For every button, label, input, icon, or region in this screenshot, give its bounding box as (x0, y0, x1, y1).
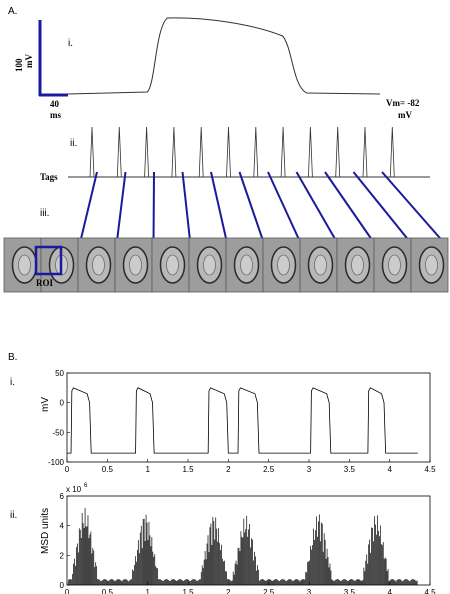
y-tick-label: 6 (60, 492, 65, 501)
tag-spike (89, 126, 95, 178)
time-scale-unit: ms (50, 110, 61, 120)
image-frame (262, 237, 301, 293)
y-tick-label: 4 (60, 522, 65, 531)
tag-spike (198, 126, 204, 178)
resting-potential-label: Vm= -82 (386, 98, 420, 108)
panel-a-ii-label: ii. (70, 138, 77, 149)
tag-spike (362, 126, 368, 178)
x-tick-label: 4 (387, 588, 392, 594)
bi-plot-frame (66, 372, 431, 463)
connector-line (210, 171, 229, 246)
x-tick-label: 4.5 (424, 588, 436, 594)
bi-ticks: 0 0.5 1 1.5 2 2.5 3 3.5 4 4.5 50 0 -50 -100 (48, 369, 436, 474)
connector-line (152, 171, 155, 246)
panel-a-i-label: i. (68, 38, 73, 49)
connector-line (238, 171, 266, 246)
tag-spike (171, 126, 177, 178)
x-tick-label: 3.5 (344, 588, 356, 594)
roi-label: ROI (36, 278, 54, 288)
tag-spike (389, 126, 395, 178)
panel-b-label: B. (8, 352, 17, 363)
bii-exponent-label: x 10 (66, 485, 82, 494)
tag-spike (144, 126, 149, 178)
x-tick-label: 3 (307, 588, 312, 594)
y-tick-label: -100 (48, 458, 65, 467)
image-frame (410, 237, 449, 293)
x-tick-label: 0.5 (102, 588, 114, 594)
tags-label: Tags (40, 172, 58, 182)
connector-line (267, 171, 303, 246)
action-potential-trace (67, 17, 381, 95)
x-tick-label: 1 (145, 465, 150, 474)
image-frame-strip (3, 237, 449, 293)
connector-line (115, 171, 127, 246)
connector-line (181, 171, 192, 246)
x-tick-label: 0 (65, 588, 70, 594)
x-tick-label: 1.5 (182, 588, 194, 594)
voltage-scale-unit: mV (24, 54, 34, 68)
image-frame (77, 237, 116, 293)
x-tick-label: 2 (226, 588, 231, 594)
x-tick-label: 3 (307, 465, 312, 474)
tag-spike (253, 126, 259, 178)
tag-spike (226, 126, 231, 178)
bii-exponent-value: 6 (84, 483, 88, 489)
x-tick-label: 1.5 (182, 465, 194, 474)
y-tick-label: 0 (60, 581, 65, 590)
time-scale-value: 40 (50, 99, 60, 109)
resting-potential-unit: mV (398, 110, 412, 120)
image-frame (188, 237, 227, 293)
x-tick-label: 1 (145, 588, 150, 594)
panel-a-label: A. (8, 6, 17, 17)
x-tick-label: 0 (65, 465, 70, 474)
bii-bars (68, 507, 418, 585)
x-tick-label: 3.5 (344, 465, 356, 474)
image-frame (3, 237, 42, 293)
tag-spike (116, 126, 122, 178)
connector-line (295, 171, 340, 246)
tag-spike (308, 126, 313, 178)
panel-b-i-label: i. (10, 377, 15, 388)
image-frame (114, 237, 153, 293)
connector-line (381, 171, 447, 246)
image-frame (373, 237, 412, 293)
connector-line (324, 171, 377, 246)
x-tick-label: 2 (226, 465, 231, 474)
x-tick-label: 2.5 (263, 588, 275, 594)
x-tick-label: 0.5 (102, 465, 114, 474)
y-tick-label: 50 (55, 369, 64, 378)
x-tick-label: 4 (387, 465, 392, 474)
connector-line (78, 171, 98, 246)
tag-spike (280, 126, 286, 178)
y-tick-label: -50 (52, 428, 64, 437)
tag-spike (335, 126, 341, 178)
image-frame (225, 237, 264, 293)
voltage-scale-value: 100 (14, 58, 24, 72)
connector-line (352, 171, 414, 246)
y-tick-label: 2 (60, 551, 65, 560)
image-frame (299, 237, 338, 293)
image-frame (151, 237, 190, 293)
roi-box (34, 245, 63, 276)
panel-b-ii-label: ii. (10, 510, 17, 521)
bi-ylabel: mV (40, 397, 51, 412)
bii-ylabel: MSD units (40, 508, 51, 554)
tag-spikes (89, 126, 395, 178)
x-tick-label: 2.5 (263, 465, 275, 474)
image-frame (336, 237, 375, 293)
y-tick-label: 0 (60, 399, 65, 408)
x-tick-label: 4.5 (424, 465, 436, 474)
bi-voltage-trace (67, 387, 418, 454)
membrane-potential-chart: 0 0.5 1 1.5 2 2.5 3 3.5 4 4.5 50 0 -50 -100 mV (40, 369, 436, 474)
tag-frame-connectors (78, 171, 447, 246)
bii-ticks: 0 0.5 1 1.5 2 2.5 3 3.5 4 4.5 0 2 4 6 (60, 492, 437, 594)
panel-a-iii-label: iii. (40, 208, 49, 219)
